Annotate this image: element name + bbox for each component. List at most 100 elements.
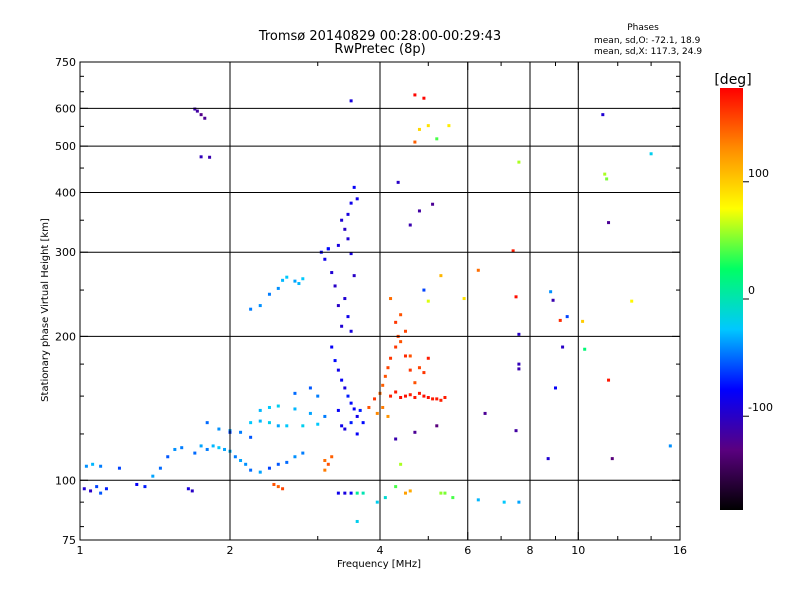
colorbar-label: [deg] <box>714 72 751 88</box>
data-point <box>352 274 356 278</box>
y-axis-label: Stationary phase Virtual Height [km] <box>40 218 51 402</box>
data-point <box>361 421 365 425</box>
data-point <box>99 464 103 468</box>
data-point <box>276 286 280 290</box>
data-point <box>349 421 353 425</box>
y-tick-label: 500 <box>55 140 76 153</box>
data-point <box>511 249 515 253</box>
data-point <box>249 307 253 311</box>
data-point <box>601 113 605 117</box>
data-point <box>217 427 221 431</box>
data-point <box>186 487 190 491</box>
data-point <box>285 424 289 428</box>
data-point <box>553 386 557 390</box>
data-point <box>349 401 353 405</box>
data-point <box>190 489 194 493</box>
data-point <box>199 155 203 159</box>
data-point <box>352 185 356 189</box>
data-point <box>308 411 312 415</box>
data-point <box>336 368 340 372</box>
data-point <box>343 297 347 301</box>
data-point <box>383 496 387 500</box>
data-point <box>199 444 203 448</box>
data-point <box>323 414 327 418</box>
data-point <box>394 485 398 489</box>
data-point <box>399 313 403 317</box>
data-point <box>408 354 412 358</box>
data-point <box>205 421 209 425</box>
data-point <box>373 397 377 401</box>
data-point <box>258 408 262 412</box>
data-point <box>375 411 379 415</box>
data-point <box>84 464 88 468</box>
data-point <box>301 277 305 281</box>
data-point <box>381 405 385 409</box>
data-point <box>217 446 221 450</box>
x-axis-label: Frequency [MHz] <box>337 559 421 570</box>
data-point <box>389 297 393 301</box>
data-point <box>343 427 347 431</box>
x-tick-label: 8 <box>527 544 534 557</box>
data-point <box>249 468 253 472</box>
data-point <box>203 116 207 120</box>
data-point <box>323 468 327 472</box>
data-point <box>293 455 297 459</box>
data-point <box>426 124 430 128</box>
data-point <box>82 487 86 491</box>
data-point <box>316 422 320 426</box>
data-point <box>476 498 480 502</box>
y-axis: 75 100 200 300 400 500 600 750 <box>55 56 680 547</box>
y-tick-label: 100 <box>55 474 76 487</box>
data-point <box>668 444 672 448</box>
data-point <box>502 500 506 504</box>
data-point <box>95 485 99 489</box>
data-point <box>239 458 243 462</box>
colorbar-gradient <box>720 88 743 510</box>
data-point <box>561 345 565 349</box>
data-point <box>208 155 212 159</box>
data-point <box>439 491 443 495</box>
data-point <box>346 212 350 216</box>
data-point <box>326 247 330 251</box>
y-tick-label: 600 <box>55 102 76 115</box>
colorbar-tick-label: 0 <box>748 284 755 297</box>
data-point <box>417 366 421 370</box>
data-point <box>285 275 289 279</box>
data-point <box>267 292 271 296</box>
chart-subtitle: RwPretec (8p) <box>334 42 425 57</box>
y-tick-label: 75 <box>62 534 76 547</box>
data-point <box>367 405 371 409</box>
data-point <box>483 411 487 415</box>
data-point <box>476 268 480 272</box>
data-point <box>340 324 344 328</box>
colorbar: [deg] 100 0 -100 <box>714 72 773 510</box>
data-point <box>517 367 521 371</box>
grid-lines <box>80 62 680 540</box>
data-point <box>403 394 407 398</box>
data-point <box>223 447 227 451</box>
data-point <box>211 444 215 448</box>
data-point <box>413 381 417 385</box>
data-point <box>249 435 253 439</box>
chart-title: Tromsø 20140829 00:28:00-00:29:43 <box>258 29 501 44</box>
data-point <box>281 278 285 282</box>
data-point <box>417 391 421 395</box>
colorbar-tick-label: -100 <box>748 401 773 414</box>
data-point <box>649 152 653 156</box>
stats-o-mode: mean, sd,O: -72.1, 18.9 <box>594 36 701 46</box>
data-point <box>349 252 353 256</box>
data-point <box>394 437 398 441</box>
data-point <box>443 395 447 399</box>
data-point <box>349 201 353 205</box>
data-point <box>346 394 350 398</box>
stats-heading: Phases <box>627 23 659 33</box>
data-point <box>607 378 611 382</box>
data-point <box>546 457 550 461</box>
data-point <box>583 347 587 351</box>
data-point <box>403 354 407 358</box>
data-point <box>316 394 320 398</box>
data-point <box>514 429 518 433</box>
data-point <box>435 137 439 141</box>
data-point <box>267 466 271 470</box>
data-point <box>330 455 334 459</box>
